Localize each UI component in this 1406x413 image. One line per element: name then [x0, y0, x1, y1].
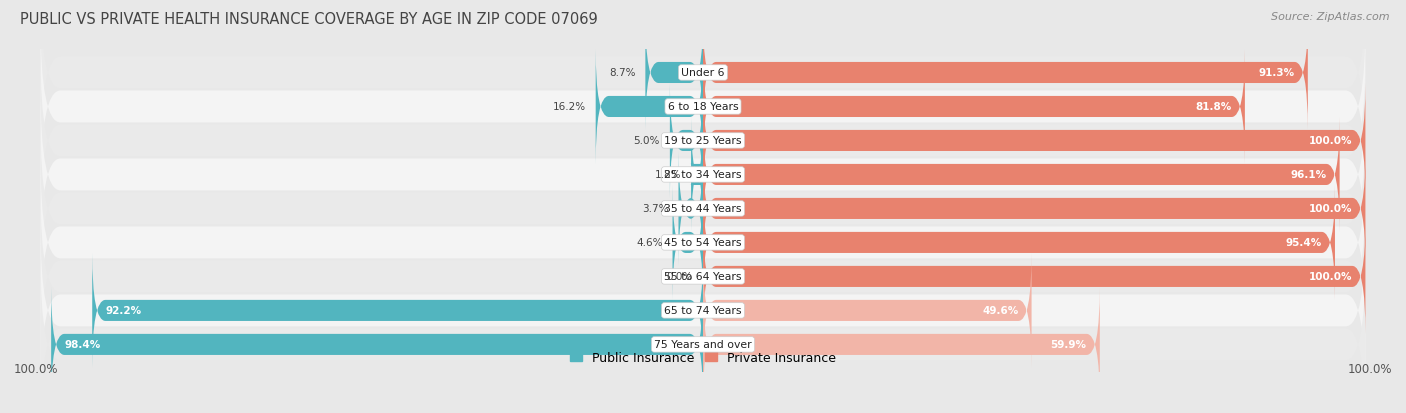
FancyBboxPatch shape [596, 50, 703, 164]
Text: 45 to 54 Years: 45 to 54 Years [664, 238, 742, 248]
FancyBboxPatch shape [41, 157, 1365, 329]
Text: 75 Years and over: 75 Years and over [654, 339, 752, 349]
Text: 95.4%: 95.4% [1285, 238, 1322, 248]
FancyBboxPatch shape [679, 152, 703, 266]
Text: 19 to 25 Years: 19 to 25 Years [664, 136, 742, 146]
Text: 49.6%: 49.6% [981, 306, 1018, 316]
Text: 100.0%: 100.0% [1309, 272, 1353, 282]
Text: 1.8%: 1.8% [655, 170, 681, 180]
Text: 92.2%: 92.2% [105, 306, 142, 316]
Text: 65 to 74 Years: 65 to 74 Years [664, 306, 742, 316]
Text: Under 6: Under 6 [682, 68, 724, 78]
FancyBboxPatch shape [51, 287, 703, 402]
FancyBboxPatch shape [41, 123, 1365, 295]
FancyBboxPatch shape [41, 55, 1365, 227]
Text: 16.2%: 16.2% [553, 102, 586, 112]
FancyBboxPatch shape [703, 152, 1365, 266]
Text: 100.0%: 100.0% [14, 363, 59, 375]
Text: Source: ZipAtlas.com: Source: ZipAtlas.com [1271, 12, 1389, 22]
FancyBboxPatch shape [41, 0, 1365, 159]
FancyBboxPatch shape [703, 84, 1365, 198]
Text: 96.1%: 96.1% [1291, 170, 1326, 180]
Text: 55 to 64 Years: 55 to 64 Years [664, 272, 742, 282]
FancyBboxPatch shape [645, 16, 703, 131]
FancyBboxPatch shape [703, 287, 1099, 402]
Text: 3.7%: 3.7% [643, 204, 669, 214]
Text: 100.0%: 100.0% [1347, 363, 1392, 375]
FancyBboxPatch shape [703, 50, 1244, 164]
Text: 81.8%: 81.8% [1195, 102, 1232, 112]
Text: 25 to 34 Years: 25 to 34 Years [664, 170, 742, 180]
Text: 100.0%: 100.0% [1309, 136, 1353, 146]
FancyBboxPatch shape [41, 21, 1365, 193]
FancyBboxPatch shape [41, 191, 1365, 363]
Text: 8.7%: 8.7% [609, 68, 636, 78]
FancyBboxPatch shape [703, 219, 1365, 334]
Text: 6 to 18 Years: 6 to 18 Years [668, 102, 738, 112]
Text: 35 to 44 Years: 35 to 44 Years [664, 204, 742, 214]
Text: PUBLIC VS PRIVATE HEALTH INSURANCE COVERAGE BY AGE IN ZIP CODE 07069: PUBLIC VS PRIVATE HEALTH INSURANCE COVER… [20, 12, 598, 27]
FancyBboxPatch shape [672, 185, 703, 300]
FancyBboxPatch shape [93, 253, 703, 368]
FancyBboxPatch shape [41, 225, 1365, 396]
Text: 5.0%: 5.0% [634, 136, 659, 146]
Text: 100.0%: 100.0% [1309, 204, 1353, 214]
Text: 91.3%: 91.3% [1258, 68, 1295, 78]
Legend: Public Insurance, Private Insurance: Public Insurance, Private Insurance [565, 346, 841, 369]
FancyBboxPatch shape [703, 253, 1032, 368]
Text: 98.4%: 98.4% [65, 339, 101, 349]
Text: 59.9%: 59.9% [1050, 339, 1087, 349]
FancyBboxPatch shape [703, 16, 1308, 131]
Text: 4.6%: 4.6% [636, 238, 662, 248]
Text: 0.0%: 0.0% [666, 272, 693, 282]
FancyBboxPatch shape [41, 259, 1365, 413]
FancyBboxPatch shape [690, 118, 704, 233]
FancyBboxPatch shape [703, 118, 1340, 233]
FancyBboxPatch shape [669, 84, 703, 198]
FancyBboxPatch shape [41, 89, 1365, 261]
FancyBboxPatch shape [703, 185, 1334, 300]
